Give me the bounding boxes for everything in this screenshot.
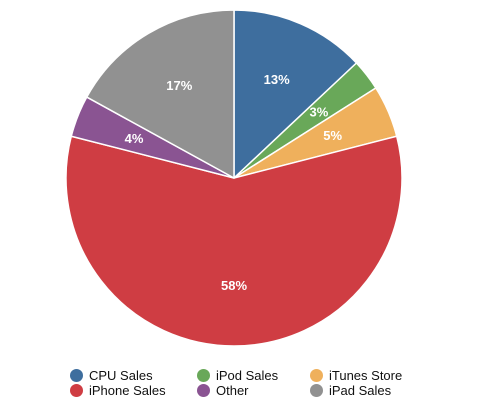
pie-slice-labels: 13% 3% 5% 58% 4% 17% bbox=[125, 72, 343, 293]
pie-slice-label-ipod-sales: 3% bbox=[310, 105, 329, 120]
pie-slices bbox=[65, 9, 403, 347]
pie-slice-iphone-sales bbox=[65, 135, 403, 347]
pie-slice-cpu-sales bbox=[233, 9, 358, 179]
pie-slice-label-iphone-sales: 58% bbox=[221, 278, 247, 293]
pie-slice-label-ipad-sales: 17% bbox=[166, 78, 192, 93]
pie-slice-label-cpu-sales: 13% bbox=[264, 72, 290, 87]
pie-slice-label-other: 4% bbox=[125, 131, 144, 146]
pie-slice-label-itunes-store: 5% bbox=[323, 128, 342, 143]
pie-slice-ipad-sales bbox=[86, 9, 235, 179]
